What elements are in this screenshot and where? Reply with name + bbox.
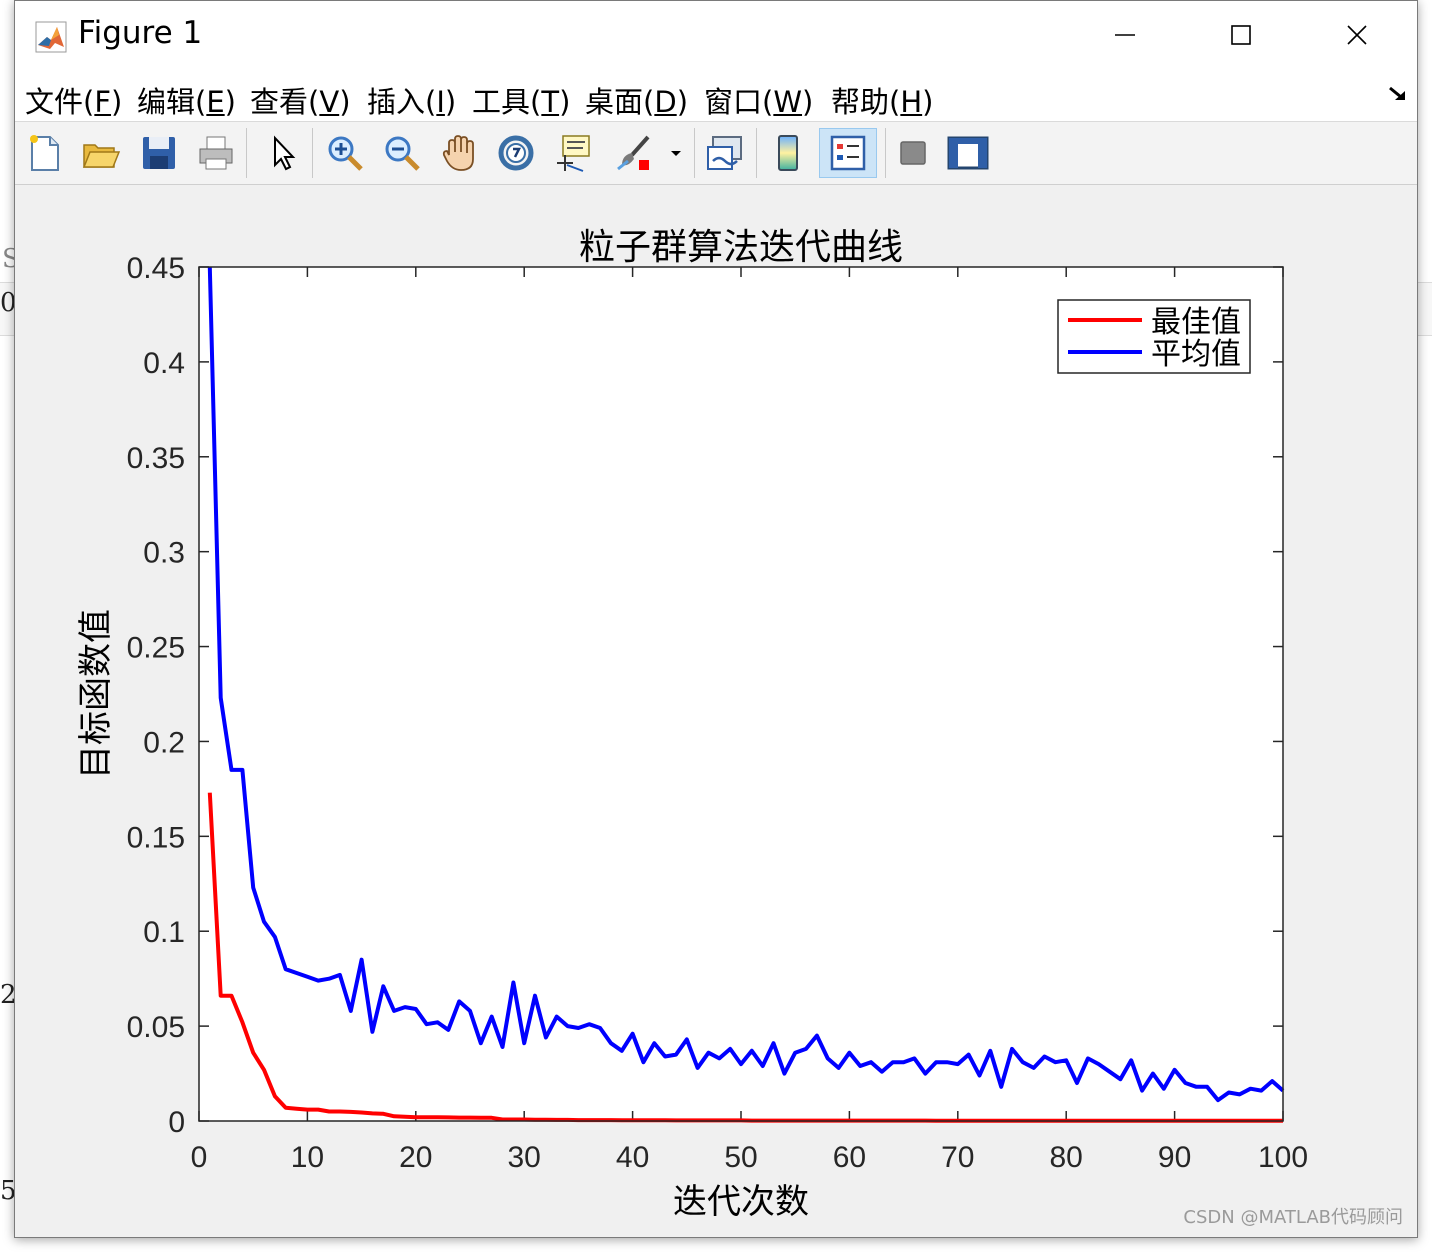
- data-tip-icon: [557, 135, 590, 172]
- chart-title: 粒子群算法迭代曲线: [579, 227, 903, 268]
- close-icon: [1347, 25, 1367, 45]
- legend-box: [1057, 299, 1251, 374]
- x-tick-label: 70: [941, 1141, 974, 1174]
- edit-plot-button[interactable]: [258, 128, 306, 178]
- minimize-button[interactable]: [1067, 1, 1183, 69]
- x-tick-label: 10: [291, 1141, 324, 1174]
- legend-label-best: 最佳值: [1151, 305, 1241, 340]
- x-tick-label: 40: [616, 1141, 649, 1174]
- x-tick-label: 20: [399, 1141, 432, 1174]
- axes-background[interactable]: [199, 267, 1283, 1121]
- hide-plot-tools-button[interactable]: [888, 128, 936, 178]
- x-axis-label: 迭代次数: [673, 1182, 809, 1222]
- watermark: CSDN @MATLAB代码顾问: [1183, 1207, 1403, 1228]
- toolbar-separator: [246, 128, 247, 178]
- figure-window: Figure 1 文件(F) 编辑(E) 查看(V) 插入(I) 工具(T) 桌…: [14, 0, 1418, 1238]
- y-tick-label: 0.45: [127, 252, 185, 285]
- legend-button[interactable]: [819, 128, 877, 178]
- x-tick-label: 60: [833, 1141, 866, 1174]
- zoom-in-button[interactable]: [321, 128, 369, 178]
- toolbar: [15, 122, 1417, 185]
- brush-button[interactable]: [610, 128, 658, 178]
- menu-bar: 文件(F) 编辑(E) 查看(V) 插入(I) 工具(T) 桌面(D) 窗口(W…: [15, 69, 1417, 122]
- y-tick-label: 0.05: [127, 1011, 185, 1044]
- open-folder-icon: [82, 144, 121, 168]
- line-chart: 0 10 20 30 40 50 60 70 80 90 100 0 0.05 0.1 0.15 0.2 0.2…: [76, 227, 1308, 1222]
- toolbar-separator: [885, 128, 886, 178]
- y-tick-label: 0.2: [143, 726, 185, 759]
- zoom-in-icon: [328, 136, 363, 171]
- hide-plot-tools-icon: [900, 141, 926, 165]
- y-tick-label: 0: [168, 1106, 185, 1139]
- background-text-fragment: 0: [0, 288, 17, 318]
- toolbar-separator: [756, 128, 757, 178]
- tick-labels: 0 10 20 30 40 50 60 70 80 90 100 0 0.05 0.1 0.15 0.2 0.2…: [127, 252, 1308, 1174]
- y-tick-label: 0.4: [143, 347, 185, 380]
- pointer-arrow-icon: [274, 135, 296, 171]
- minimize-icon: [1115, 34, 1135, 36]
- menu-window[interactable]: 窗口(W): [704, 85, 814, 119]
- new-file-icon: [30, 135, 59, 171]
- printer-icon: [199, 136, 233, 170]
- menu-desktop[interactable]: 桌面(D): [585, 85, 689, 119]
- series-line-mean: [207, 266, 1285, 1103]
- data-cursor-button[interactable]: [549, 128, 597, 178]
- menu-help[interactable]: 帮助(H): [831, 85, 934, 119]
- y-tick-label: 0.3: [143, 537, 185, 570]
- save-figure-button[interactable]: [135, 128, 183, 178]
- menu-file[interactable]: 文件(F): [25, 85, 123, 119]
- title-bar[interactable]: Figure 1: [15, 1, 1417, 69]
- print-figure-button[interactable]: [192, 128, 240, 178]
- y-tick-label: 0.15: [127, 821, 185, 854]
- menu-view[interactable]: 查看(V): [250, 85, 351, 119]
- legend-icon: [830, 135, 866, 171]
- legend-label-mean: 平均值: [1151, 337, 1241, 372]
- x-tick-label: 50: [724, 1141, 757, 1174]
- new-figure-button[interactable]: [20, 128, 68, 178]
- maximize-icon: [1231, 25, 1251, 45]
- colorbar-button[interactable]: [765, 128, 813, 178]
- dropdown-arrow-icon: [671, 151, 681, 156]
- menu-tools[interactable]: 工具(T): [472, 85, 571, 119]
- pan-button[interactable]: [435, 128, 483, 178]
- brush-dropdown-button[interactable]: [663, 128, 689, 178]
- toolbar-separator: [312, 128, 313, 178]
- x-tick-label: 90: [1158, 1141, 1191, 1174]
- zoom-out-icon: [385, 136, 420, 171]
- x-tick-label: 100: [1258, 1141, 1308, 1174]
- menu-insert[interactable]: 插入(I): [367, 85, 457, 119]
- save-icon: [143, 137, 175, 169]
- zoom-out-button[interactable]: [378, 128, 426, 178]
- open-file-button[interactable]: [77, 128, 125, 178]
- toolbar-separator: [694, 128, 695, 178]
- hand-pan-icon: [442, 135, 474, 171]
- x-tick-label: 30: [508, 1141, 541, 1174]
- show-plot-tools-button[interactable]: [944, 128, 992, 178]
- y-tick-label: 0.35: [127, 442, 185, 475]
- link-plot-button[interactable]: [701, 128, 749, 178]
- matlab-logo-icon: [35, 21, 67, 53]
- legend[interactable]: 最佳值 平均值: [1057, 299, 1251, 374]
- y-axis-label: 目标函数值: [76, 609, 116, 779]
- y-tick-label: 0.25: [127, 632, 185, 665]
- rotate-3d-icon: [498, 135, 534, 171]
- window-title: Figure 1: [78, 15, 203, 51]
- show-plot-tools-icon: [947, 136, 989, 170]
- brush-icon: [617, 135, 650, 171]
- x-tick-label: 80: [1050, 1141, 1083, 1174]
- close-button[interactable]: [1299, 1, 1415, 69]
- dock-arrow-icon[interactable]: [1387, 85, 1409, 111]
- colorbar-icon: [778, 135, 798, 171]
- maximize-button[interactable]: [1183, 1, 1299, 69]
- x-tick-label: 0: [191, 1141, 208, 1174]
- link-plot-icon: [707, 136, 742, 170]
- menu-edit[interactable]: 编辑(E): [137, 85, 236, 119]
- y-tick-label: 0.1: [143, 916, 185, 949]
- rotate-3d-button[interactable]: [492, 128, 540, 178]
- axes-box: [198, 266, 1284, 1122]
- plot-area: 0 10 20 30 40 50 60 70 80 90 100 0 0.05 0.1 0.15 0.2 0.2…: [15, 185, 1417, 1237]
